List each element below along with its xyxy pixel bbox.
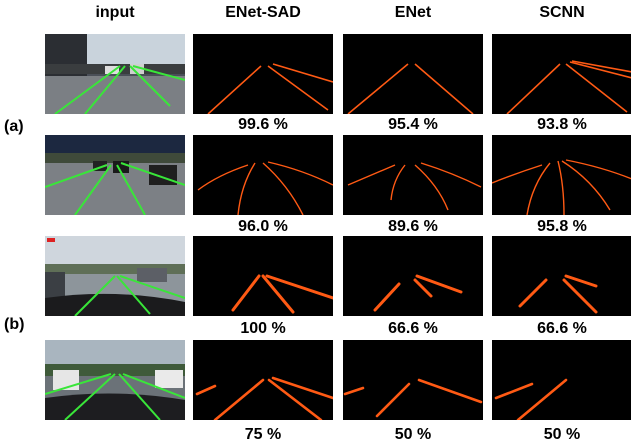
header-enet: ENet	[394, 4, 432, 21]
pred-scnn-row2	[492, 135, 631, 215]
header-input: input	[95, 4, 135, 21]
pred-enet-sad-row4	[193, 340, 333, 420]
score-enet-sad-row1: 99.6 %	[238, 116, 288, 133]
score-enet-sad-row3: 100 %	[240, 320, 286, 337]
score-enet-row4: 50 %	[394, 426, 432, 443]
score-enet-row3: 66.6 %	[388, 320, 438, 337]
score-scnn-row2: 95.8 %	[537, 218, 587, 235]
pred-enet-row4	[343, 340, 483, 420]
score-scnn-row1: 93.8 %	[537, 116, 587, 133]
pred-scnn-row4	[492, 340, 631, 420]
input-image-row1	[45, 34, 185, 114]
input-image-row3	[45, 236, 185, 316]
pred-enet-sad-row1	[193, 34, 333, 114]
pred-enet-sad-row2	[193, 135, 333, 215]
input-image-row2	[45, 135, 185, 215]
pred-enet-row1	[343, 34, 483, 114]
pred-scnn-row1	[492, 34, 631, 114]
pred-enet-sad-row3	[193, 236, 333, 316]
score-enet-row1: 95.4 %	[388, 116, 438, 133]
score-scnn-row3: 66.6 %	[537, 320, 587, 337]
header-scnn: SCNN	[539, 4, 585, 21]
group-label-a: (a)	[4, 118, 24, 135]
score-enet-sad-row4: 75 %	[244, 426, 282, 443]
pred-enet-row2	[343, 135, 483, 215]
group-label-b: (b)	[4, 316, 25, 333]
input-image-row4	[45, 340, 185, 420]
pred-enet-row3	[343, 236, 483, 316]
score-scnn-row4: 50 %	[543, 426, 581, 443]
score-enet-sad-row2: 96.0 %	[238, 218, 288, 235]
pred-scnn-row3	[492, 236, 631, 316]
header-enet-sad: ENet-SAD	[225, 4, 301, 21]
score-enet-row2: 89.6 %	[388, 218, 438, 235]
